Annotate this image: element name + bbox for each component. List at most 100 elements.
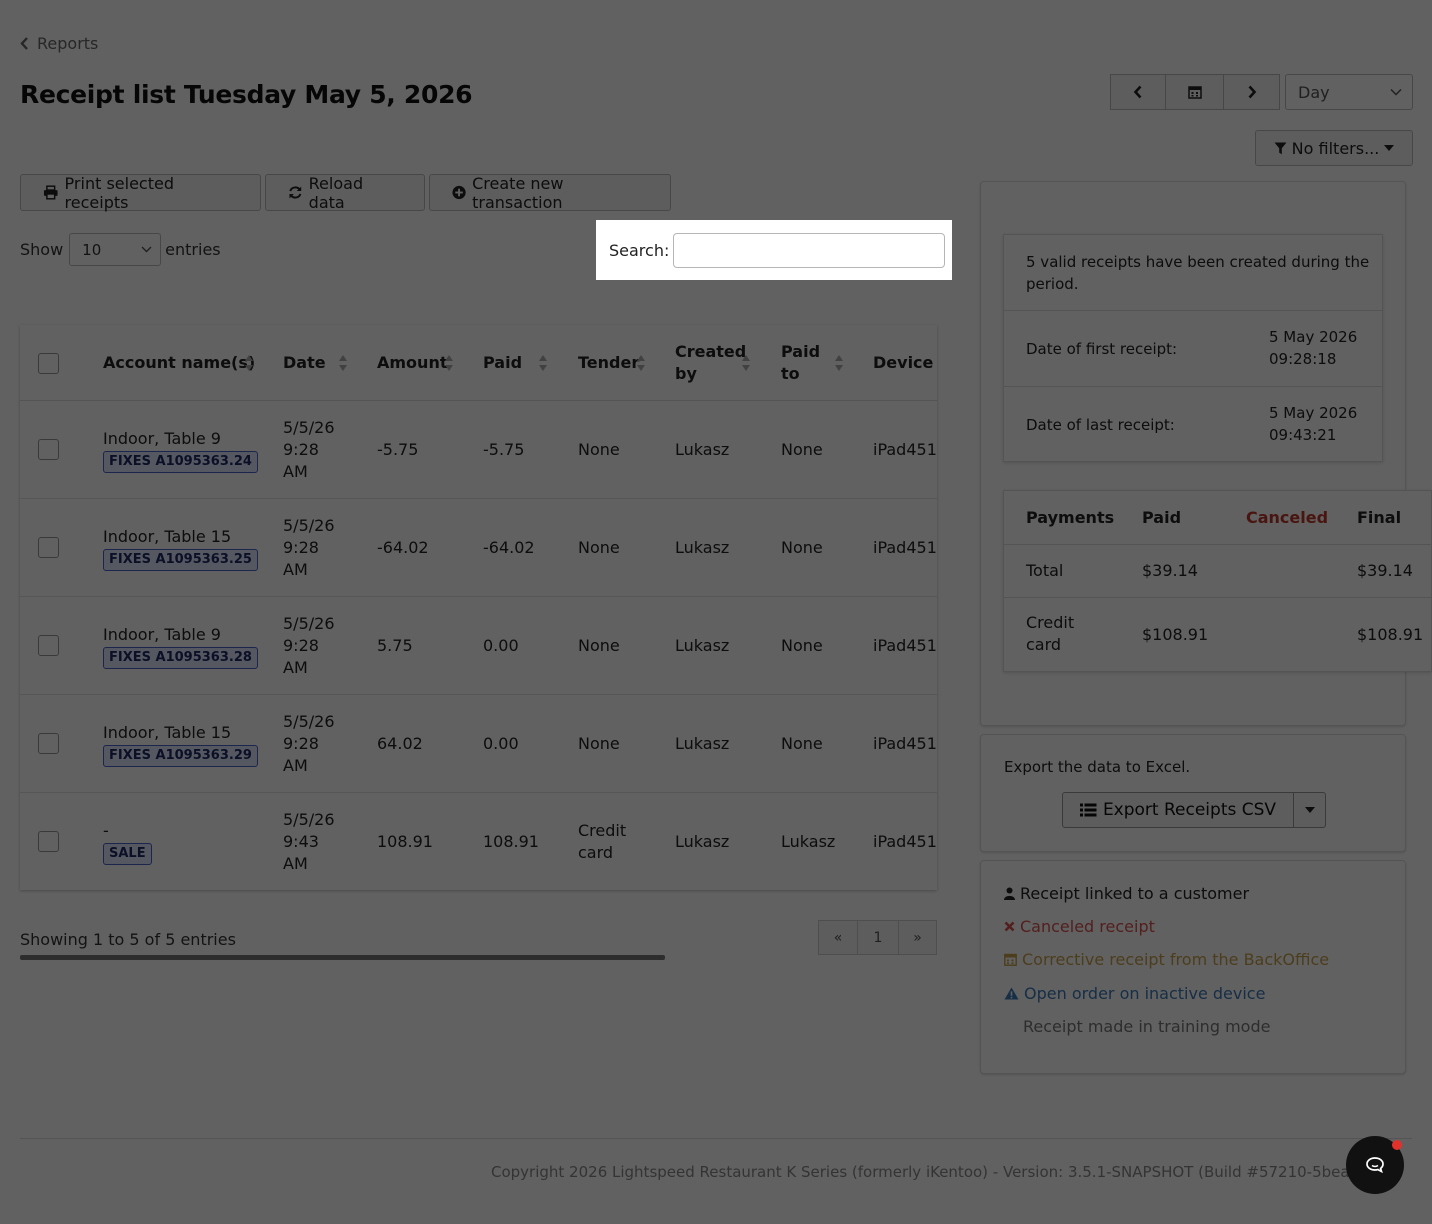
last-receipt-value: 5 May 2026 09:43:21: [1269, 402, 1357, 446]
row-checkbox[interactable]: [38, 733, 59, 754]
last-receipt-label: Date of last receipt:: [1026, 416, 1175, 434]
valid-receipts-text: 5 valid receipts have been created durin…: [1026, 251, 1369, 295]
chevron-down-icon: [141, 246, 152, 253]
legend-open-order: Open order on inactive device: [1004, 984, 1265, 1003]
paid-to-cell: Lukasz: [781, 832, 836, 851]
first-receipt-value: 5 May 2026 09:28:18: [1269, 326, 1357, 370]
table-row[interactable]: Indoor, Table 9 FIXES A1095363.28 5/5/26…: [20, 597, 937, 695]
pagination-page[interactable]: 1: [858, 920, 899, 955]
export-options-toggle[interactable]: [1294, 792, 1326, 828]
table-row[interactable]: Indoor, Table 15 FIXES A1095363.29 5/5/2…: [20, 695, 937, 793]
row-checkbox[interactable]: [38, 439, 59, 460]
create-new-transaction-button[interactable]: Create new transaction: [429, 174, 671, 212]
created-by-cell: Lukasz: [675, 636, 730, 655]
amount-cell: 64.02: [377, 734, 423, 753]
paid-to-cell: None: [781, 440, 823, 459]
tender-line1: None: [578, 734, 620, 753]
caret-down-icon: [1384, 145, 1395, 151]
column-header-amount-label: Amount: [377, 353, 448, 372]
print-button-label: Print selected receipts: [64, 173, 174, 212]
payments-header-row: Payments Paid Canceled Final: [1004, 491, 1432, 545]
column-header-tender[interactable]: Tender: [578, 325, 639, 401]
table-row[interactable]: Indoor, Table 9 FIXES A1095363.24 5/5/26…: [20, 401, 937, 499]
column-header-device[interactable]: Device: [873, 325, 933, 401]
payments-row: Credit card $108.91 $108.91: [1004, 598, 1432, 671]
paid-cell: 108.91: [483, 832, 539, 851]
calendar-icon: [1187, 86, 1202, 99]
created-by-cell: Lukasz: [675, 440, 730, 459]
date-line2: 9:43: [283, 832, 319, 851]
tender-cell: None: [578, 537, 620, 559]
table-row[interactable]: Indoor, Table 15 FIXES A1095363.25 5/5/2…: [20, 499, 937, 597]
export-receipts-csv-group: Export Receipts CSV: [1062, 792, 1326, 828]
search-input[interactable]: [673, 232, 946, 268]
sort-icon: [539, 355, 547, 371]
table-info: Showing 1 to 5 of 5 entries: [20, 930, 236, 949]
date-line1: 5/5/26: [283, 418, 335, 437]
table-header-row: Account name(s) Date Amount Paid Tender …: [20, 325, 937, 401]
pagination-previous[interactable]: «: [818, 920, 858, 955]
column-header-account-label: Account name(s): [103, 353, 256, 372]
tender-cell: None: [578, 635, 620, 657]
column-header-date[interactable]: Date: [283, 325, 326, 401]
date-line1: 5/5/26: [283, 614, 335, 633]
filters-dropdown-button[interactable]: No filters...: [1255, 130, 1413, 166]
valid-receipts-line1: 5 valid receipts have been created durin…: [1026, 253, 1370, 271]
date-line3: AM: [283, 756, 308, 775]
last-receipt-date: 5 May 2026: [1269, 404, 1358, 422]
column-header-paid-to-line2: to: [781, 364, 800, 383]
first-receipt-date: 5 May 2026: [1269, 328, 1358, 346]
row-checkbox[interactable]: [38, 635, 59, 656]
column-header-account[interactable]: Account name(s): [103, 325, 255, 401]
user-icon: [1004, 887, 1015, 900]
period-select[interactable]: Day: [1285, 74, 1413, 110]
legend-training: Receipt made in training mode: [1023, 1017, 1270, 1036]
column-header-amount[interactable]: Amount: [377, 325, 447, 401]
entries-length-control: Show 10 entries: [20, 233, 221, 266]
next-day-button[interactable]: [1224, 74, 1280, 110]
account-cell: Indoor, Table 9 FIXES A1095363.28: [103, 625, 258, 669]
reload-data-button[interactable]: Reload data: [265, 174, 425, 212]
pagination-next[interactable]: »: [899, 920, 937, 955]
row-checkbox[interactable]: [38, 537, 59, 558]
payments-table: Payments Paid Canceled Final Total $39.1…: [1003, 490, 1432, 672]
print-selected-receipts-button[interactable]: Print selected receipts: [20, 173, 261, 212]
column-header-created-by[interactable]: Created by: [675, 325, 746, 401]
entries-per-page-select[interactable]: 10: [69, 233, 162, 266]
tender-line1: None: [578, 636, 620, 655]
refresh-icon: [289, 186, 302, 199]
chat-icon: [1366, 1157, 1384, 1174]
calendar-button[interactable]: [1166, 74, 1224, 110]
device-cell: iPad451: [873, 636, 937, 655]
date-line1: 5/5/26: [283, 712, 335, 731]
chevron-left-icon: [20, 37, 28, 50]
print-icon: [43, 185, 58, 200]
paid-cell: 0.00: [483, 734, 519, 753]
table-row[interactable]: - SALE 5/5/26 9:43 AM 108.91 108.91 Cred…: [20, 793, 937, 890]
date-cell: 5/5/26 9:28 AM: [283, 515, 335, 581]
row-checkbox[interactable]: [38, 831, 59, 852]
caret-down-icon: [1304, 807, 1315, 813]
calendar-icon: [1004, 953, 1017, 966]
column-header-paid-to-line1: Paid: [781, 342, 821, 361]
paid-cell: -5.75: [483, 440, 525, 459]
account-name: Indoor, Table 15: [103, 723, 232, 742]
tender-line2: card: [578, 843, 614, 862]
back-to-reports-link[interactable]: Reports: [20, 34, 98, 53]
horizontal-scrollbar[interactable]: [20, 955, 665, 960]
select-all-checkbox[interactable]: [38, 353, 59, 374]
chat-support-button[interactable]: [1346, 1136, 1404, 1194]
account-name: -: [103, 821, 109, 840]
payments-header-label: Payments: [1026, 508, 1115, 527]
column-header-paid[interactable]: Paid: [483, 325, 522, 401]
previous-day-button[interactable]: [1110, 74, 1166, 110]
show-label: Show: [20, 240, 64, 259]
export-receipts-csv-button[interactable]: Export Receipts CSV: [1062, 792, 1294, 828]
column-header-paid-to[interactable]: Paid to: [781, 325, 820, 401]
sort-icon: [245, 355, 253, 371]
sort-icon: [339, 355, 347, 371]
device-cell: iPad451: [873, 832, 937, 851]
account-cell: Indoor, Table 15 FIXES A1095363.29: [103, 723, 258, 767]
device-cell: iPad451: [873, 538, 937, 557]
legend-training-label: Receipt made in training mode: [1023, 1017, 1271, 1036]
